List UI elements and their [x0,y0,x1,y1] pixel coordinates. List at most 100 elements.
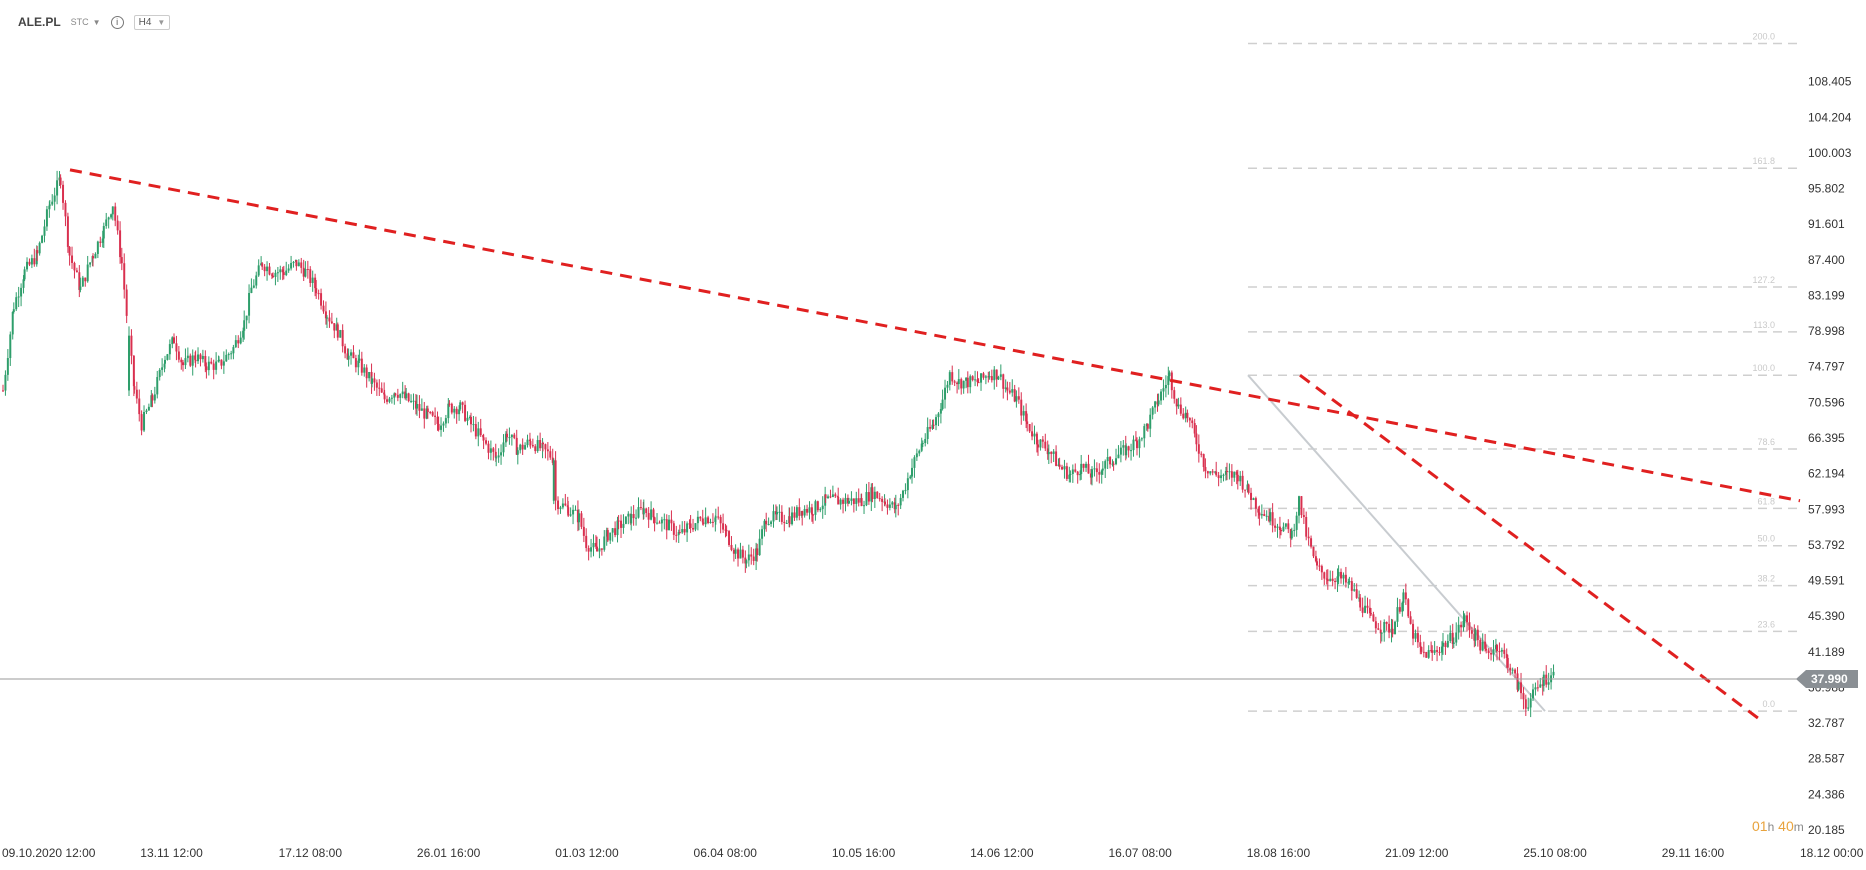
candle-body [837,496,840,505]
candle-body [1494,645,1497,650]
candle-body [311,277,314,284]
candle-body [971,376,974,381]
candle-body [383,394,386,400]
candle-body [816,501,819,511]
candle-body [158,369,161,378]
candle-body [918,450,921,454]
candle-body [437,423,440,430]
candle-body [929,427,932,429]
candle-body [285,270,288,276]
candle-body [863,505,866,507]
candle-body [306,268,309,270]
candle-body [504,433,507,443]
candle-body [1316,561,1318,566]
candle-body [732,549,735,554]
candle-body [1457,624,1460,633]
candle-body [897,504,900,506]
candle-body [692,527,695,530]
candle-body [497,455,500,458]
candle-body [842,499,845,504]
candle-body [1460,624,1463,628]
timeframe-select[interactable]: H4 ▼ [133,14,171,30]
candle-body [168,344,171,355]
candle-body [390,397,393,399]
candle-body [1485,648,1488,651]
symbol-label[interactable]: ALE.PL [18,15,61,29]
candle-body [1017,396,1020,400]
candle-body [1260,514,1263,516]
candle-body [1134,439,1137,441]
candle-body [189,355,192,366]
candle-body [913,457,916,468]
candle-body [1127,446,1130,451]
candle-body [921,443,924,445]
candle-body [431,412,434,416]
candle-body [594,542,597,547]
candle-body [881,498,884,502]
candle-body [510,434,513,438]
candle-body [287,268,290,271]
candle-body [1462,620,1465,628]
chevron-down-icon: ▼ [157,17,166,27]
candle-body [474,424,477,437]
candle-body [89,262,92,265]
y-tick-label: 45.390 [1808,609,1845,623]
candle-body [539,440,542,449]
candle-body [394,393,397,395]
candle-body [730,544,733,550]
candle-body [624,516,627,524]
candle-body [358,358,361,361]
candle-body [806,508,809,513]
candle-body [1398,607,1401,612]
candle-body [1425,651,1428,658]
candle-body [6,358,9,375]
candle-body [1290,530,1293,539]
candle-body [982,373,985,378]
info-icon[interactable]: i [110,15,124,29]
y-tick-label: 91.601 [1808,217,1845,231]
candle-body [932,424,935,426]
candle-body [292,262,295,264]
candle-body [1214,471,1217,473]
candle-body [1037,444,1039,448]
candle-body [1058,464,1061,467]
candle-body [1138,439,1141,449]
candle-body [1295,515,1298,530]
candle-body [694,523,697,530]
candle-body [524,445,527,450]
y-tick-label: 41.189 [1808,645,1845,659]
candle-body [668,519,670,531]
candle-body [984,376,987,378]
candle-body [36,250,39,254]
candle-body [521,444,524,450]
candle-body [1455,632,1458,643]
candle-body [750,554,753,557]
candle-body [333,323,336,331]
candle-body [1388,623,1391,633]
candle-body [1390,628,1393,633]
candle-body [276,272,279,274]
candle-body [516,450,519,455]
candle-body [111,206,114,215]
candle-body [1241,475,1244,490]
candle-body [827,496,830,499]
candle-body [719,517,722,524]
candle-body [28,261,31,265]
candle-body [513,434,516,438]
candle-body [1539,684,1542,688]
candle-body [135,389,138,399]
candle-body [1168,372,1171,377]
candle-body [778,511,781,513]
candle-body [795,507,798,518]
candle-body [1473,633,1476,641]
candle-body [66,216,69,247]
candle-body [810,507,813,515]
candle-body [1080,463,1083,475]
candle-body [1026,421,1029,425]
chevron-down-icon[interactable]: ▼ [92,17,101,27]
candle-body [1361,607,1364,613]
candle-body [987,376,990,378]
candle-body [1336,576,1339,583]
